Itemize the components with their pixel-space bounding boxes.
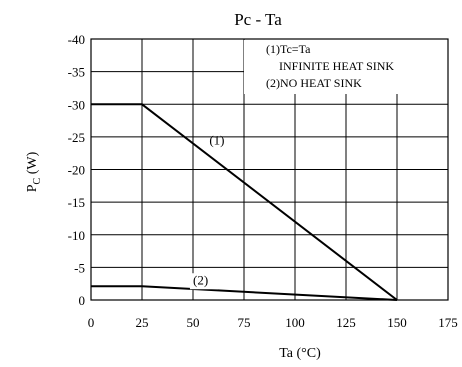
y-tick-label-4: -20 <box>68 163 85 178</box>
series-lines: (1) (2) <box>91 103 398 301</box>
plot-frame <box>90 38 449 301</box>
y-tick-labels: -40 -35 -30 -25 -20 -15 -10 -5 0 <box>68 32 85 308</box>
x-tick-labels: 0 25 50 75 100 125 150 175 <box>88 315 458 330</box>
legend-line-3: (2)NO HEAT SINK <box>266 76 362 90</box>
x-tick-label-7: 175 <box>438 315 458 330</box>
series-line-2 <box>91 285 398 301</box>
curve-label-1: (1) <box>209 133 224 148</box>
y-tick-label-1: -35 <box>68 65 85 80</box>
legend-line-1: (1)Tc=Ta <box>266 42 311 56</box>
x-tick-label-4: 100 <box>285 315 305 330</box>
y-tick-label-7: -5 <box>74 260 85 275</box>
curve-label-2: (2) <box>193 272 208 287</box>
x-tick-label-1: 25 <box>136 315 149 330</box>
curve-label-2-bg <box>189 273 218 290</box>
x-tick-label-5: 125 <box>336 315 356 330</box>
series-line-1 <box>91 103 398 301</box>
y-tick-label-5: -15 <box>68 195 85 210</box>
y-tick-label-3: -25 <box>68 130 85 145</box>
y-axis-label: PC (W) <box>25 151 43 192</box>
chart-title: Pc - Ta <box>234 10 282 29</box>
x-axis-label: Ta (°C) <box>279 346 321 361</box>
y-tick-label-2: -30 <box>68 97 85 112</box>
legend-line-2: INFINITE HEAT SINK <box>279 59 394 73</box>
x-tick-label-0: 0 <box>88 315 95 330</box>
y-tick-label-0: -40 <box>68 32 85 47</box>
y-axis-label-sub: C <box>32 177 43 184</box>
y-tick-label-8: 0 <box>79 293 86 308</box>
x-tick-label-2: 50 <box>187 315 200 330</box>
y-tick-label-6: -10 <box>68 228 85 243</box>
legend-box <box>244 40 398 94</box>
x-tick-label-6: 150 <box>387 315 407 330</box>
y-axis-label-unit: (W) <box>25 151 40 177</box>
y-axis-label-main: P <box>25 184 40 192</box>
x-tick-label-3: 75 <box>238 315 251 330</box>
